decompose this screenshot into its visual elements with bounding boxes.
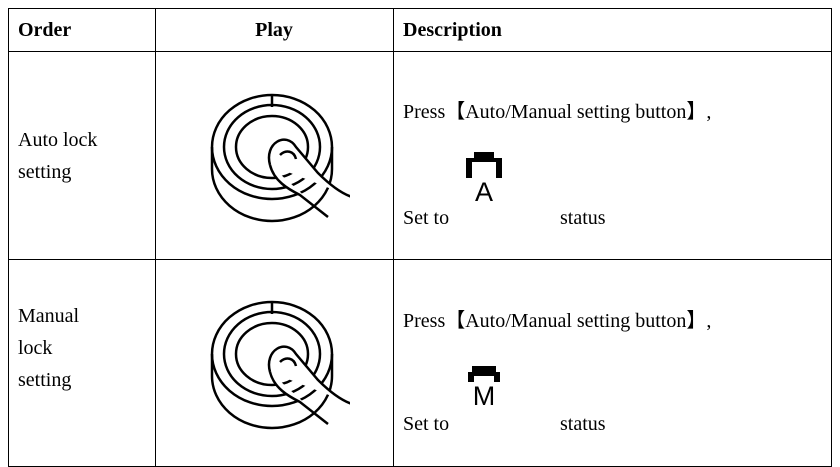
border	[393, 8, 394, 467]
status-text: status	[560, 207, 606, 229]
order-text: setting	[18, 161, 72, 183]
border	[8, 8, 832, 9]
status-text: status	[560, 413, 606, 435]
instruction-text: Press【Auto/Manual setting button】,	[403, 310, 712, 332]
header-cell: Play	[255, 19, 293, 41]
set-to-text: Set to	[403, 413, 450, 435]
border	[155, 8, 156, 467]
border	[8, 259, 832, 260]
order-text: lock	[18, 337, 53, 359]
order-text: setting	[18, 369, 72, 391]
border	[831, 8, 832, 467]
set-to-text: Set to	[403, 207, 450, 229]
header-cell: Order	[18, 19, 72, 41]
instruction-text: Press【Auto/Manual setting button】,	[403, 101, 712, 123]
order-text: Auto lock	[18, 129, 98, 151]
icon-label: M	[472, 381, 496, 411]
header-cell: Description	[403, 19, 502, 41]
manual-lock-icon: M	[462, 360, 512, 430]
order-text: Manual	[18, 305, 80, 327]
auto-lock-icon: A	[462, 150, 512, 220]
lock-bracket	[468, 366, 500, 382]
icon-label: A	[474, 177, 493, 207]
border	[8, 51, 832, 52]
border	[8, 8, 9, 467]
lock-bracket	[466, 152, 502, 178]
button-press-illustration	[210, 300, 350, 430]
button-press-illustration	[210, 93, 350, 223]
